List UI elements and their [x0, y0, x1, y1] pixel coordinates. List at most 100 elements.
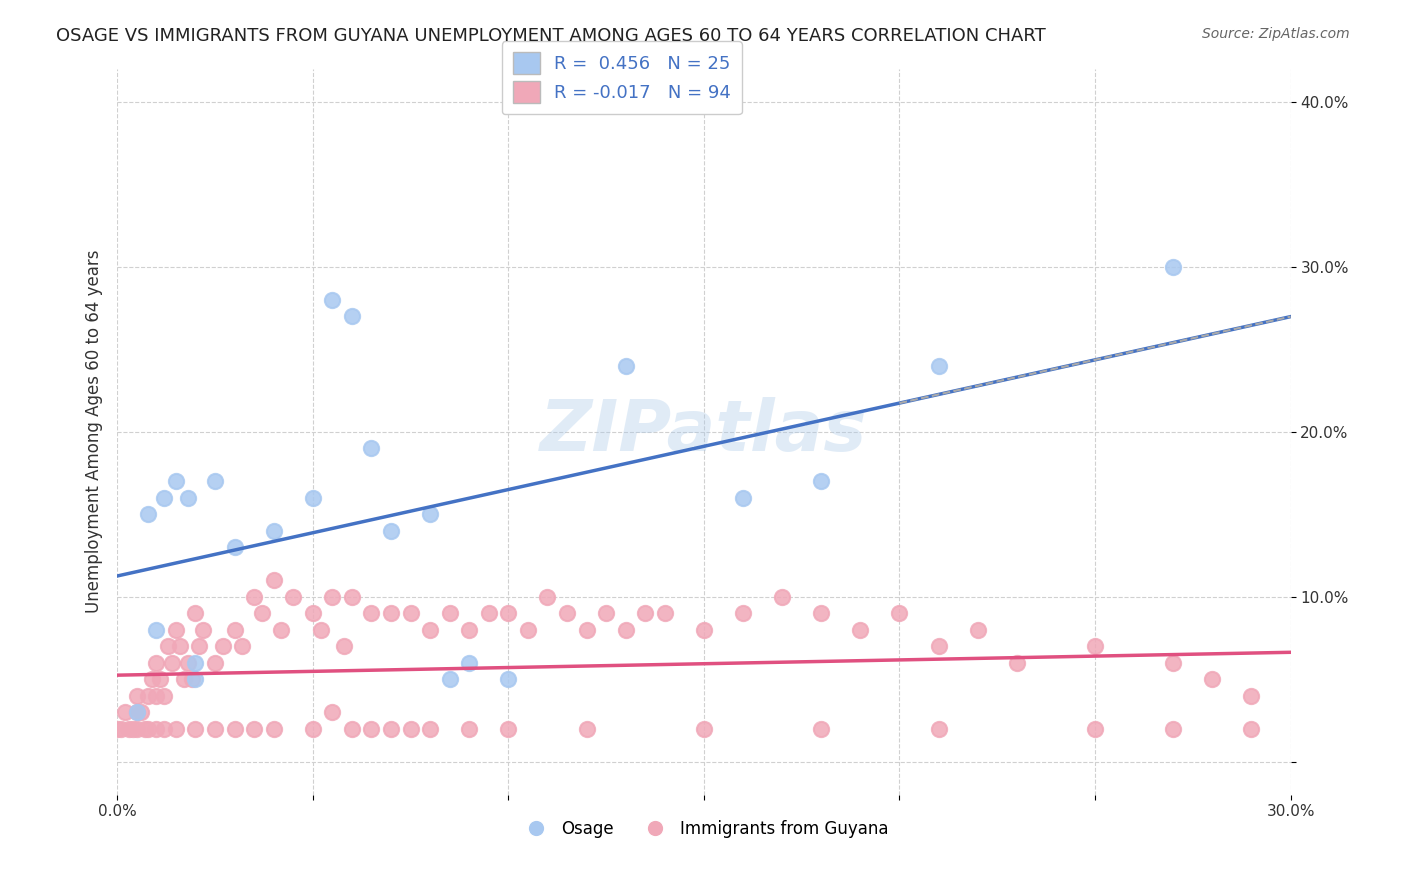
Point — [810, 722, 832, 736]
Point — [211, 639, 233, 653]
Point — [634, 606, 657, 620]
Point — [458, 623, 481, 637]
Point — [889, 606, 911, 620]
Point — [125, 689, 148, 703]
Point — [301, 491, 323, 505]
Point — [498, 672, 520, 686]
Point — [340, 590, 363, 604]
Point — [138, 507, 160, 521]
Point — [283, 590, 305, 604]
Point — [105, 722, 128, 736]
Point — [1201, 672, 1223, 686]
Point — [263, 573, 285, 587]
Point — [243, 590, 266, 604]
Point — [165, 722, 187, 736]
Point — [114, 705, 136, 719]
Point — [173, 672, 195, 686]
Point — [810, 474, 832, 488]
Point — [498, 606, 520, 620]
Point — [693, 722, 716, 736]
Point — [360, 722, 382, 736]
Legend: Osage, Immigrants from Guyana: Osage, Immigrants from Guyana — [513, 814, 896, 845]
Point — [165, 623, 187, 637]
Point — [458, 656, 481, 670]
Point — [153, 491, 176, 505]
Point — [419, 623, 441, 637]
Point — [419, 722, 441, 736]
Point — [731, 606, 754, 620]
Point — [125, 705, 148, 719]
Point — [575, 722, 598, 736]
Point — [231, 639, 253, 653]
Point — [1161, 722, 1184, 736]
Point — [145, 722, 167, 736]
Point — [1005, 656, 1028, 670]
Point — [204, 722, 226, 736]
Point — [180, 672, 202, 686]
Point — [380, 606, 402, 620]
Point — [193, 623, 215, 637]
Point — [270, 623, 292, 637]
Point — [184, 656, 207, 670]
Point — [204, 656, 226, 670]
Point — [184, 672, 207, 686]
Point — [439, 606, 461, 620]
Point — [380, 722, 402, 736]
Point — [125, 705, 148, 719]
Point — [125, 722, 148, 736]
Point — [250, 606, 273, 620]
Point — [439, 672, 461, 686]
Point — [419, 507, 441, 521]
Point — [309, 623, 332, 637]
Point — [614, 623, 637, 637]
Point — [478, 606, 501, 620]
Point — [204, 474, 226, 488]
Point — [966, 623, 988, 637]
Point — [153, 689, 176, 703]
Point — [333, 639, 356, 653]
Point — [149, 672, 172, 686]
Point — [693, 623, 716, 637]
Y-axis label: Unemployment Among Ages 60 to 64 years: Unemployment Among Ages 60 to 64 years — [86, 250, 103, 614]
Point — [399, 606, 422, 620]
Point — [176, 491, 198, 505]
Point — [458, 722, 481, 736]
Point — [138, 722, 160, 736]
Point — [1161, 260, 1184, 274]
Point — [141, 672, 163, 686]
Point — [157, 639, 180, 653]
Point — [928, 639, 950, 653]
Point — [731, 491, 754, 505]
Point — [301, 722, 323, 736]
Point — [1240, 689, 1263, 703]
Point — [243, 722, 266, 736]
Point — [536, 590, 558, 604]
Point — [129, 705, 152, 719]
Point — [321, 590, 343, 604]
Point — [360, 441, 382, 455]
Point — [263, 524, 285, 538]
Point — [340, 722, 363, 736]
Point — [555, 606, 578, 620]
Text: ZIPatlas: ZIPatlas — [540, 397, 868, 467]
Point — [160, 656, 183, 670]
Point — [1084, 639, 1107, 653]
Point — [145, 656, 167, 670]
Point — [169, 639, 191, 653]
Point — [224, 722, 246, 736]
Point — [134, 722, 156, 736]
Point — [145, 623, 167, 637]
Point — [176, 656, 198, 670]
Point — [849, 623, 872, 637]
Point — [118, 722, 141, 736]
Point — [340, 309, 363, 323]
Point — [145, 689, 167, 703]
Point — [575, 623, 598, 637]
Point — [614, 359, 637, 373]
Point — [654, 606, 676, 620]
Point — [110, 722, 132, 736]
Point — [380, 524, 402, 538]
Point — [121, 722, 143, 736]
Point — [516, 623, 538, 637]
Point — [321, 293, 343, 307]
